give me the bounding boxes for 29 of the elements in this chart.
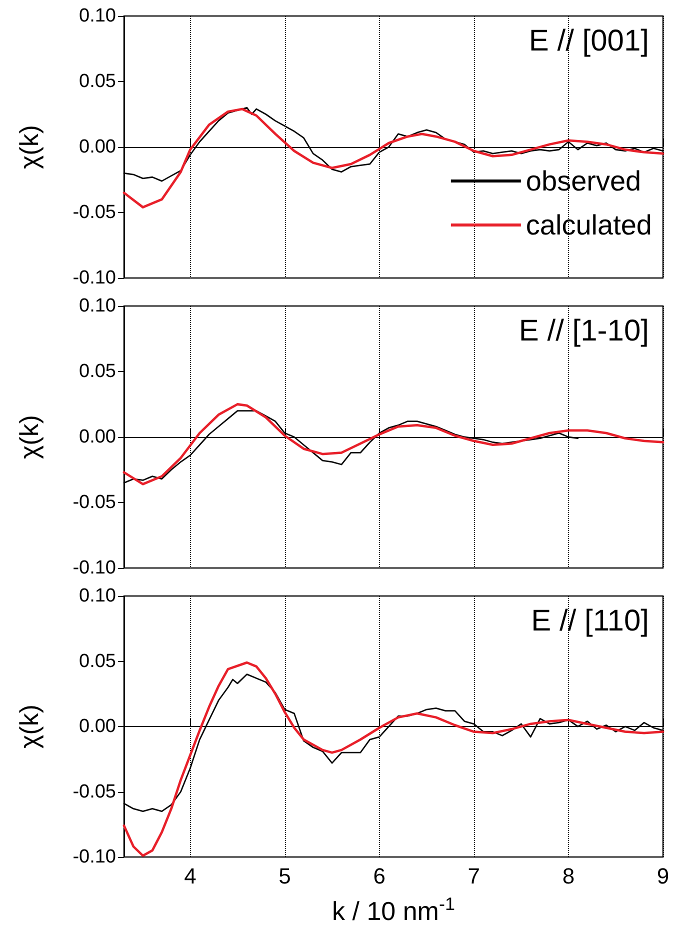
y-tick-label: 0.00 [79,426,116,448]
y-tick-label: 0.10 [79,586,116,606]
y-tick-label: 0.10 [79,6,116,26]
x-tick-label: 6 [373,864,386,888]
y-tick-label: -0.10 [72,558,116,578]
y-axis-title: χ(k) [14,415,44,459]
x-tick-label: 5 [278,864,291,888]
x-tick-label: 8 [562,864,575,888]
x-tick-label: 4 [184,864,196,888]
y-tick-label: 0.10 [79,296,116,316]
annotation: E // [110] [531,604,650,638]
y-tick-label: 0.05 [79,361,116,382]
legend-label: observed [526,166,642,196]
y-tick-label: -0.05 [72,781,116,802]
y-tick-label: 0.00 [79,716,116,737]
y-tick-label: -0.05 [72,202,116,223]
y-tick-label: -0.05 [72,492,116,513]
annotation: E // [1-10] [518,314,650,348]
annotation: E // [001] [528,24,650,58]
legend-label: calculated [526,210,652,240]
y-axis-title: χ(k) [14,704,44,748]
y-tick-label: -0.10 [72,846,116,868]
y-tick-label: -0.10 [72,268,116,288]
y-tick-label: 0.05 [79,71,116,92]
y-tick-label: 0.05 [79,650,116,672]
x-tick-label: 7 [468,864,480,888]
y-tick-label: 0.00 [79,136,116,158]
y-axis-title: χ(k) [14,125,44,169]
x-tick-label: 9 [656,864,670,888]
